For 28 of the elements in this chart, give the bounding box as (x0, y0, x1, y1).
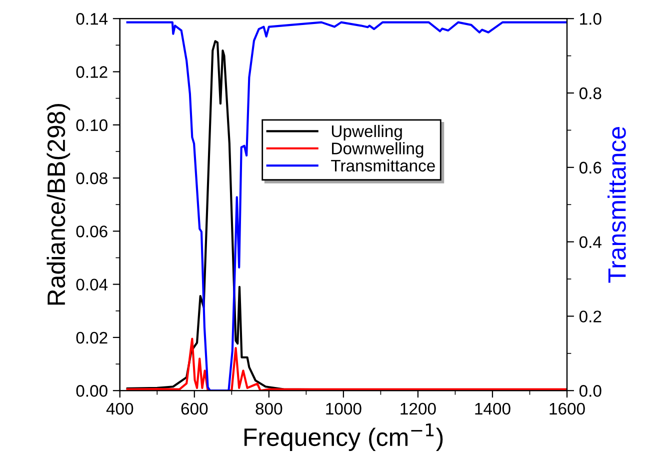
legend-label: Upwelling (332, 124, 402, 140)
x-tick-label: 600 (181, 402, 208, 415)
legend-label: Transmittance (331, 159, 435, 172)
y-tick-label: 0.14 (76, 13, 108, 25)
y2-tick-label: 0.8 (579, 87, 602, 100)
y2-tick-label: 0.4 (579, 236, 602, 248)
y2-tick-label: 0.2 (579, 310, 602, 322)
x-tick-label: 1600 (550, 402, 585, 415)
y-tick-label: 0.00 (76, 385, 108, 397)
x-tick-label: 400 (106, 402, 134, 415)
y2-axis-title: Transmittance (608, 126, 626, 283)
y-tick-label: 0.12 (76, 66, 108, 78)
x-tick-label: 1000 (326, 402, 362, 415)
y-tick-label: 0.06 (76, 226, 108, 238)
x-axis-title: Frequency (cm$^{−1}$) (244, 424, 443, 452)
y2-tick-label: 0.0 (579, 385, 602, 397)
x-tick-label: 800 (256, 402, 282, 415)
y2-tick-label: 1.0 (580, 13, 602, 25)
x-tick-label: 1200 (400, 402, 436, 415)
y-tick-label: 0.08 (76, 172, 108, 184)
y2-tick-label: 0.6 (579, 162, 602, 174)
legend-label: Downwelling (332, 142, 424, 158)
y-tick-label: 0.10 (76, 119, 108, 132)
y-tick-label: 0.02 (76, 332, 108, 344)
y-axis-title: Radiance/BB(298) (46, 104, 70, 305)
y-tick-label: 0.04 (76, 278, 108, 291)
line-series (126, 338, 567, 391)
x-tick-label: 1400 (475, 402, 510, 415)
